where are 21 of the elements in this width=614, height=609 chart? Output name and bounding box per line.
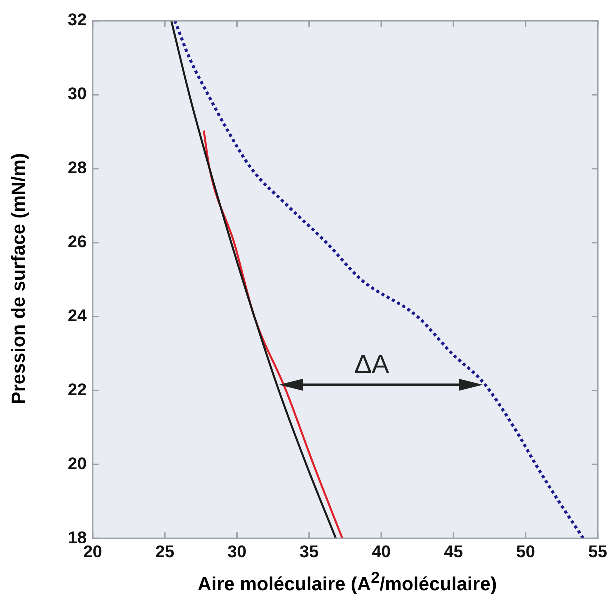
y-tick-label: 22 — [68, 380, 87, 400]
x-tick-label: 45 — [444, 542, 464, 562]
y-tick-label: 26 — [68, 232, 87, 252]
annotation: ΔA — [354, 349, 390, 380]
y-tick-label: 20 — [68, 454, 87, 474]
line-series — [170, 21, 338, 539]
y-tick-label: 32 — [68, 10, 87, 30]
x-tick-label: 30 — [228, 542, 247, 562]
line-series — [174, 21, 586, 539]
line-series — [203, 130, 344, 539]
x-tick-label: 50 — [516, 542, 536, 562]
y-tick-label: 24 — [68, 306, 88, 326]
x-tick-label: 55 — [588, 542, 608, 562]
y-tick-label: 30 — [68, 84, 87, 104]
y-axis-title: Pression de surface (mN/m) — [9, 152, 31, 407]
x-tick-label: 20 — [83, 542, 102, 562]
x-tick-label: 35 — [300, 542, 319, 562]
x-tick-label: 25 — [156, 542, 175, 562]
y-tick-label: 28 — [68, 158, 87, 178]
x-tick-label: 40 — [372, 542, 391, 562]
x-axis-title: Aire moléculaire (A$^{2}$/moléculaire) — [196, 570, 498, 596]
